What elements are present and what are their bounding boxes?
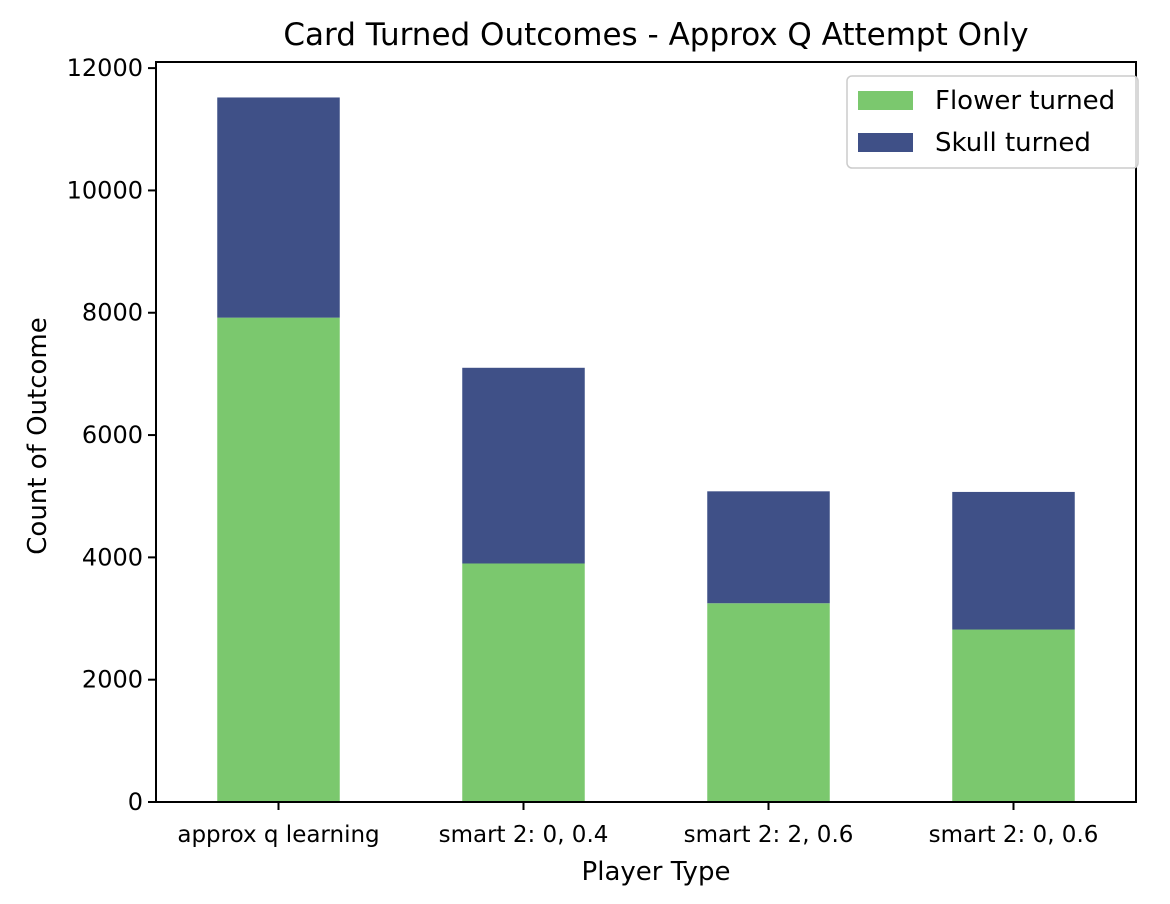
- bar-skull-0: [217, 97, 340, 318]
- bar-flower-3: [952, 629, 1075, 802]
- y-tick-label: 6000: [82, 421, 143, 449]
- legend-label-skull: Skull turned: [935, 128, 1091, 158]
- x-tick-label: smart 2: 0, 0.6: [929, 822, 1099, 848]
- y-tick-label: 2000: [82, 666, 143, 694]
- x-tick-label: smart 2: 2, 0.6: [684, 822, 854, 848]
- legend-frame: [846, 75, 1139, 169]
- y-tick-label: 4000: [82, 543, 143, 571]
- legend-label-flower: Flower turned: [935, 86, 1115, 116]
- y-tick-label: 8000: [82, 299, 143, 327]
- chart-title: Card Turned Outcomes - Approx Q Attempt …: [283, 17, 1028, 53]
- bar-skull-3: [952, 491, 1075, 630]
- bar-skull-1: [462, 367, 585, 564]
- y-tick-label: 10000: [67, 176, 143, 204]
- axes-frame: [155, 61, 1137, 803]
- bar-flower-1: [462, 563, 585, 802]
- bar-flower-0: [217, 317, 340, 802]
- legend-swatch-flower: [858, 91, 913, 110]
- bars-group: [217, 97, 1075, 802]
- legend-swatch-skull: [858, 133, 913, 152]
- x-tick-label: approx q learning: [177, 822, 379, 848]
- y-tick-label: 12000: [67, 54, 143, 82]
- x-axis-label: Player Type: [582, 857, 731, 887]
- y-axis: 0 2000 4000 6000 8000 10000 12000: [67, 54, 156, 816]
- y-axis-label: Count of Outcome: [23, 317, 53, 554]
- x-axis: approx q learning smart 2: 0, 0.4 smart 2:…: [177, 802, 1098, 848]
- y-tick-label: 0: [128, 788, 143, 816]
- bar-flower-2: [707, 603, 830, 802]
- legend: Flower turned Skull turned: [846, 75, 1139, 169]
- x-tick-label: smart 2: 0, 0.4: [439, 822, 609, 848]
- bar-skull-2: [707, 491, 830, 604]
